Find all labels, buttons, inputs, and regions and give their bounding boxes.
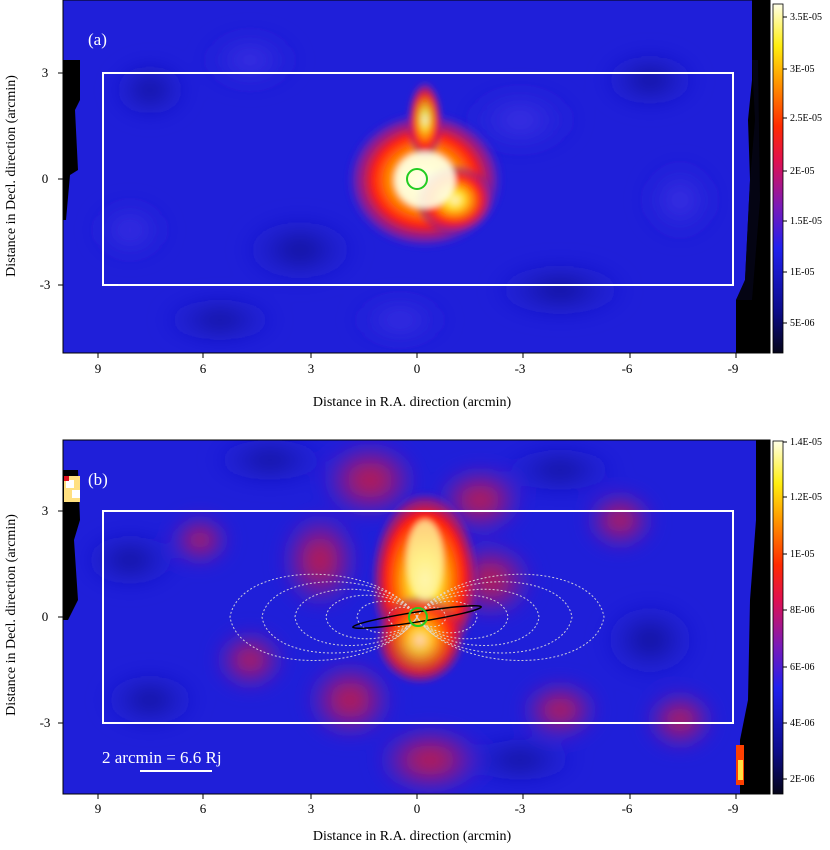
x-tick-label: 3 [308,801,315,816]
x-tick-label: 0 [414,361,421,376]
x-axis-title-a: Distance in R.A. direction (arcmin) [313,395,512,410]
y-tick-label: 0 [42,609,49,624]
panel-a: (a) 9 6 3 0 -3 -6 -9 Distance in R.A. di… [4,0,822,410]
colorbar-tick-label: 1E-05 [790,549,814,560]
x-tick-label: -6 [622,801,633,816]
x-tick-label: 9 [95,801,102,816]
x-axis-b: 9 6 3 0 -3 -6 -9 Distance in R.A. direct… [95,794,739,844]
x-tick-label: -3 [515,361,526,376]
x-tick-label: -9 [728,361,739,376]
x-tick-label: 3 [308,361,315,376]
colorbar-tick-label: 1.2E-05 [790,492,822,503]
y-tick-label: 0 [42,171,49,186]
x-tick-label: 6 [200,801,207,816]
panel-b: (b) 2 arcmin = 6.6 Rj 9 6 3 0 -3 -6 -9 D… [4,437,822,844]
colorbar-tick-label: 8E-06 [790,605,814,616]
y-axis-b: 3 0 -3 Distance in Decl. direction (arcm… [4,503,63,730]
colorbar-tick-label: 2.5E-05 [790,113,822,124]
y-axis-title-a: Distance in Decl. direction (arcmin) [4,75,19,277]
colorbar-tick-label: 1E-05 [790,267,814,278]
x-tick-label: -3 [515,801,526,816]
colorbar-a: 3.5E-05 3E-05 2.5E-05 2E-05 1.5E-05 1E-0… [772,3,822,354]
y-tick-label: -3 [40,715,51,730]
colorbar-tick-label: 1.4E-05 [790,437,822,448]
region-box-b [102,510,734,724]
region-box-a [102,72,734,286]
x-axis-a: 9 6 3 0 -3 -6 -9 Distance in R.A. direct… [95,353,739,410]
x-tick-label: 9 [95,361,102,376]
y-axis-a: 3 0 -3 Distance in Decl. direction (arcm… [4,65,63,292]
source-circle-b [408,607,428,627]
colorbar-tick-label: 5E-06 [790,318,814,329]
x-tick-label: -6 [622,361,633,376]
heatmap-b [63,440,770,794]
y-tick-label: 3 [42,65,49,80]
y-tick-label: 3 [42,503,49,518]
y-axis-title-b: Distance in Decl. direction (arcmin) [4,514,19,716]
y-tick-label: -3 [40,277,51,292]
x-tick-label: -9 [728,801,739,816]
colorbar-tick-label: 1.5E-05 [790,216,822,227]
torus-ellipse [352,604,482,630]
scale-bar-label: 2 arcmin = 6.6 Rj [102,748,222,767]
colorbar-tick-label: 2E-05 [790,166,814,177]
scale-bar: 2 arcmin = 6.6 Rj [102,748,222,772]
heatmap-a [63,0,770,353]
x-tick-label: 6 [200,361,207,376]
x-tick-label: 0 [414,801,421,816]
colorbar-tick-label: 3E-05 [790,64,814,75]
colorbar-tick-label: 4E-06 [790,718,814,729]
colorbar-tick-label: 6E-06 [790,662,814,673]
source-circle-a [406,168,428,190]
colorbar-b: 1.4E-05 1.2E-05 1E-05 8E-06 6E-06 4E-06 … [772,437,822,795]
panel-label-a: (a) [88,30,107,49]
colorbar-tick-label: 2E-06 [790,774,814,785]
x-axis-title-b: Distance in R.A. direction (arcmin) [313,829,512,844]
panel-label-b: (b) [88,470,108,489]
colorbar-tick-label: 3.5E-05 [790,12,822,23]
